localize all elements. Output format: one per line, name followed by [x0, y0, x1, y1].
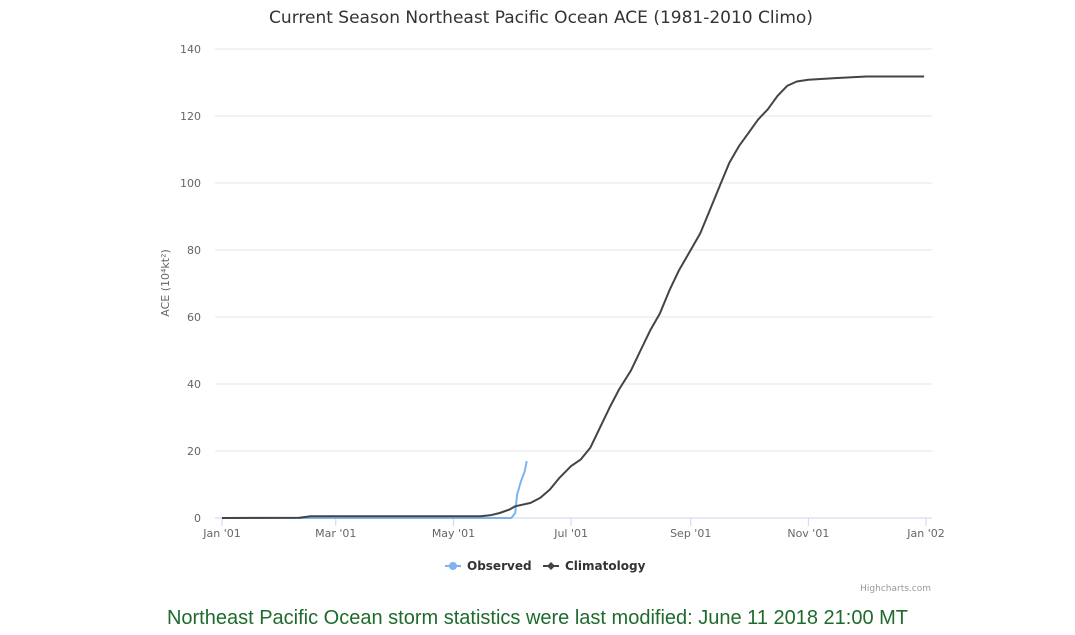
legend-item-observed[interactable]: Observed	[445, 559, 532, 573]
y-tick-label: 80	[187, 244, 201, 257]
legend: Observed Climatology	[445, 559, 646, 573]
y-tick-label: 60	[187, 311, 201, 324]
x-tick-label: Sep '01	[670, 527, 711, 540]
legend-item-climatology[interactable]: Climatology	[543, 559, 646, 573]
x-tick-label: Jan '01	[202, 527, 240, 540]
y-tick-label: 120	[180, 110, 201, 123]
chart-title: Current Season Northeast Pacific Ocean A…	[269, 8, 813, 28]
credits-link[interactable]: Highcharts.com	[860, 584, 931, 594]
x-tick-label: May '01	[432, 527, 475, 540]
series-line-observed[interactable]	[222, 460, 528, 519]
x-tick-label: Nov '01	[787, 527, 829, 540]
legend-label: Observed	[467, 559, 532, 573]
grid-lines	[215, 48, 932, 452]
series-line-climatology[interactable]	[221, 75, 925, 519]
last-modified-note: Northeast Pacific Ocean storm statistics…	[166, 607, 909, 629]
y-tick-label: 0	[194, 512, 201, 525]
y-tick-label: 40	[187, 378, 201, 391]
x-tick-label: Mar '01	[315, 527, 356, 540]
diamond-marker-icon	[547, 562, 555, 570]
x-tick-label: Jul '01	[553, 527, 588, 540]
y-tick-label: 20	[187, 445, 201, 458]
y-axis-ticks: 0 20 40 60 80 100 120 140	[180, 43, 201, 525]
circle-marker-icon	[449, 562, 457, 570]
series-lines	[221, 75, 925, 519]
legend-label: Climatology	[565, 559, 646, 573]
x-axis: Jan '01 Mar '01 May '01 Jul '01 Sep '01 Nov '…	[202, 517, 945, 540]
y-tick-label: 100	[180, 177, 201, 190]
y-tick-label: 140	[180, 43, 201, 56]
y-axis-title: ACE (10⁴kt²)	[159, 249, 172, 317]
x-tick-label: Jan '02	[906, 527, 944, 540]
ace-chart: Current Season Northeast Pacific Ocean A…	[159, 8, 945, 594]
